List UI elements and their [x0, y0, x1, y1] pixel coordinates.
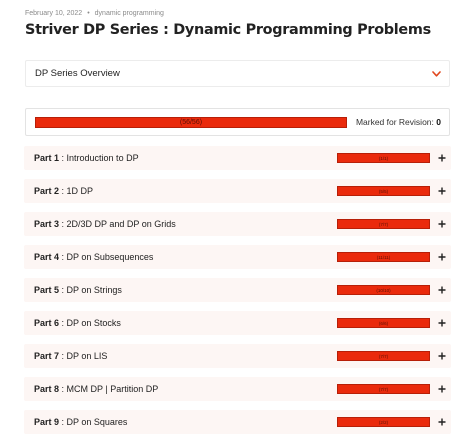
part-progress-bar: (11/11): [337, 252, 430, 262]
part-separator: :: [59, 219, 67, 229]
part-name: DP on Squares: [66, 417, 128, 427]
part-progress-bar: (1/1): [337, 153, 430, 163]
part-title: Part 4 : DP on Subsequences: [34, 252, 337, 262]
part-name: DP on Stocks: [66, 318, 121, 328]
part-name: 2D/3D DP and DP on Grids: [66, 219, 176, 229]
part-row[interactable]: Part 1 : Introduction to DP (1/1): [24, 146, 451, 170]
part-number: Part 3: [34, 219, 60, 229]
part-progress-bar: (7/7): [337, 384, 430, 394]
part-title: Part 7 : DP on LIS: [34, 351, 337, 361]
part-progress-count: (7/7): [378, 386, 389, 392]
part-number: Part 7: [34, 351, 60, 361]
overview-label: DP Series Overview: [35, 68, 120, 79]
overall-progress-bar: (56/56): [35, 116, 347, 128]
page-title: Striver DP Series : Dynamic Programming …: [25, 22, 431, 38]
dp-series-overview-accordion[interactable]: DP Series Overview: [25, 60, 450, 87]
part-progress-count: (2/2): [378, 419, 389, 425]
plus-icon[interactable]: [435, 151, 449, 165]
part-separator: :: [59, 285, 67, 295]
part-title: Part 3 : 2D/3D DP and DP on Grids: [34, 219, 337, 229]
part-separator: :: [59, 384, 67, 394]
part-name: 1D DP: [66, 186, 94, 196]
overall-progress: (56/56) Marked for Revision: 0: [25, 108, 450, 136]
plus-icon[interactable]: [435, 349, 449, 363]
meta-separator: •: [87, 10, 90, 17]
part-progress-bar: (10/10): [337, 285, 430, 295]
part-progress-count: (7/7): [378, 221, 389, 227]
part-progress-count: (10/10): [376, 287, 391, 293]
part-progress-count: (5/5): [378, 188, 389, 194]
part-title: Part 8 : MCM DP | Partition DP: [34, 384, 337, 394]
part-title: Part 9 : DP on Squares: [34, 417, 337, 427]
part-number: Part 2: [34, 186, 60, 196]
part-separator: :: [59, 153, 67, 163]
revision-count: 0: [436, 117, 441, 127]
plus-icon[interactable]: [435, 184, 449, 198]
part-title: Part 5 : DP on Strings: [34, 285, 337, 295]
part-row[interactable]: Part 6 : DP on Stocks (6/6): [24, 311, 451, 335]
part-separator: :: [59, 417, 67, 427]
plus-icon[interactable]: [435, 283, 449, 297]
plus-icon[interactable]: [435, 217, 449, 231]
part-number: Part 4: [34, 252, 60, 262]
part-name: MCM DP | Partition DP: [66, 384, 159, 394]
part-progress-count: (11/11): [376, 254, 391, 260]
plus-icon[interactable]: [435, 250, 449, 264]
chevron-down-icon[interactable]: [432, 69, 441, 78]
part-row[interactable]: Part 8 : MCM DP | Partition DP (7/7): [24, 377, 451, 401]
part-row[interactable]: Part 2 : 1D DP (5/5): [24, 179, 451, 203]
part-name: Introduction to DP: [66, 153, 139, 163]
part-progress-count: (1/1): [378, 155, 389, 161]
part-name: DP on LIS: [66, 351, 108, 361]
part-progress-bar: (2/2): [337, 417, 430, 427]
part-title: Part 1 : Introduction to DP: [34, 153, 337, 163]
part-separator: :: [59, 318, 67, 328]
post-meta: February 10, 2022 • dynamic programming: [25, 10, 164, 17]
revision-label: Marked for Revision:: [355, 117, 434, 127]
part-separator: :: [59, 351, 67, 361]
part-progress-bar: (7/7): [337, 351, 430, 361]
part-row[interactable]: Part 9 : DP on Squares (2/2): [24, 410, 451, 434]
revision-counter: Marked for Revision: 0: [356, 117, 441, 127]
part-row[interactable]: Part 3 : 2D/3D DP and DP on Grids (7/7): [24, 212, 451, 236]
part-separator: :: [59, 186, 67, 196]
part-number: Part 5: [34, 285, 60, 295]
post-date: February 10, 2022: [25, 10, 83, 17]
part-number: Part 9: [34, 417, 60, 427]
part-number: Part 6: [34, 318, 60, 328]
part-name: DP on Strings: [66, 285, 122, 295]
post-category-link[interactable]: dynamic programming: [94, 10, 164, 17]
part-number: Part 1: [34, 153, 60, 163]
plus-icon[interactable]: [435, 382, 449, 396]
part-progress-bar: (5/5): [337, 186, 430, 196]
part-name: DP on Subsequences: [66, 252, 154, 262]
part-progress-count: (7/7): [378, 353, 389, 359]
part-row[interactable]: Part 7 : DP on LIS (7/7): [24, 344, 451, 368]
part-row[interactable]: Part 5 : DP on Strings (10/10): [24, 278, 451, 302]
part-title: Part 6 : DP on Stocks: [34, 318, 337, 328]
part-number: Part 8: [34, 384, 60, 394]
part-title: Part 2 : 1D DP: [34, 186, 337, 196]
plus-icon[interactable]: [435, 415, 449, 429]
part-progress-count: (6/6): [378, 320, 389, 326]
part-row[interactable]: Part 4 : DP on Subsequences (11/11): [24, 245, 451, 269]
part-separator: :: [59, 252, 67, 262]
part-progress-bar: (6/6): [337, 318, 430, 328]
plus-icon[interactable]: [435, 316, 449, 330]
part-progress-bar: (7/7): [337, 219, 430, 229]
overall-progress-text: (56/56): [179, 118, 203, 126]
